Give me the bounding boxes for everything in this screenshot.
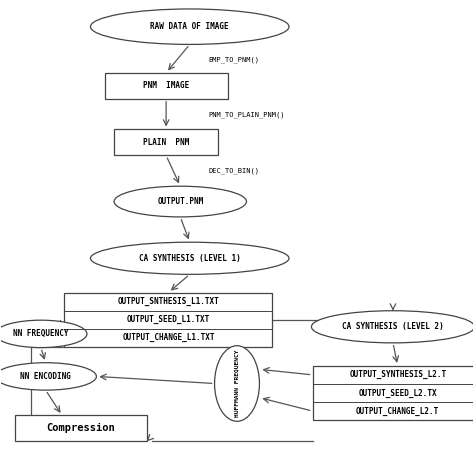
FancyBboxPatch shape (105, 73, 228, 99)
Text: RAW DATA OF IMAGE: RAW DATA OF IMAGE (150, 22, 229, 31)
Ellipse shape (0, 363, 96, 390)
FancyBboxPatch shape (313, 366, 474, 420)
Text: CA SYNTHESIS (LEVEL 2): CA SYNTHESIS (LEVEL 2) (342, 322, 444, 331)
Text: PNM_TO_PLAIN_PNM(): PNM_TO_PLAIN_PNM() (209, 112, 285, 118)
Text: OUTPUT_CHANGE_L2.T: OUTPUT_CHANGE_L2.T (356, 407, 439, 416)
Text: OUTPUT_SNTHESIS_L1.TXT: OUTPUT_SNTHESIS_L1.TXT (118, 297, 219, 306)
Text: OUTPUT_SEED_L1.TXT: OUTPUT_SEED_L1.TXT (127, 315, 210, 324)
Text: Compression: Compression (46, 423, 115, 433)
Text: DEC_TO_BIN(): DEC_TO_BIN() (209, 167, 260, 174)
Text: OUTPUT_CHANGE_L1.TXT: OUTPUT_CHANGE_L1.TXT (122, 333, 215, 342)
Text: PNM  IMAGE: PNM IMAGE (143, 81, 189, 90)
Text: BMP_TO_PNM(): BMP_TO_PNM() (209, 56, 260, 63)
Ellipse shape (114, 186, 246, 217)
Ellipse shape (91, 9, 289, 45)
Text: CA SYNTHESIS (LEVEL 1): CA SYNTHESIS (LEVEL 1) (139, 254, 241, 263)
Text: NN FREQUENCY: NN FREQUENCY (13, 329, 69, 338)
FancyBboxPatch shape (15, 415, 147, 441)
Text: OUTPUT_SEED_L2.TX: OUTPUT_SEED_L2.TX (358, 388, 437, 398)
Ellipse shape (0, 320, 87, 347)
FancyBboxPatch shape (64, 292, 273, 347)
FancyBboxPatch shape (114, 129, 218, 155)
Text: OUTPUT.PNM: OUTPUT.PNM (157, 197, 203, 206)
Ellipse shape (311, 311, 474, 343)
Text: NN ENCODING: NN ENCODING (20, 372, 71, 381)
Text: PLAIN  PNM: PLAIN PNM (143, 138, 189, 147)
Ellipse shape (91, 242, 289, 274)
Text: OUTPUT_SYNTHESIS_L2.T: OUTPUT_SYNTHESIS_L2.T (349, 370, 446, 379)
Text: HUFFMANN FREQUENCY: HUFFMANN FREQUENCY (235, 350, 239, 417)
Ellipse shape (215, 346, 259, 421)
